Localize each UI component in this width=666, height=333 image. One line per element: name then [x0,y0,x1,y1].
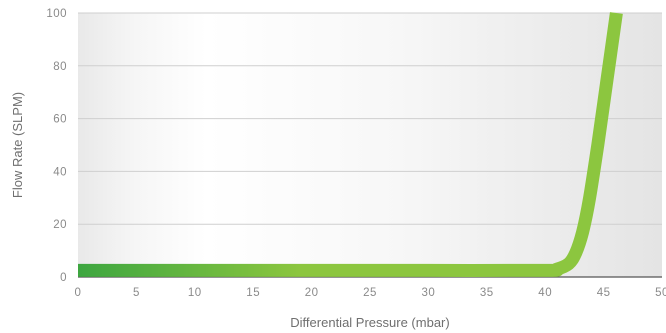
x-tick-label: 25 [363,287,377,299]
x-tick-label: 5 [133,287,140,299]
gridlines [78,12,662,278]
series-line-0 [78,12,623,277]
x-axis-ticks: 0 5 10 15 20 25 30 35 40 45 50 [75,287,666,299]
y-tick-label: 40 [53,166,67,178]
x-tick-label: 20 [305,287,319,299]
y-axis-ticks: 0 20 40 60 80 100 [46,8,67,284]
series-group [78,12,623,277]
x-axis-label: Differential Pressure (mbar) [290,315,449,330]
plot-background [78,13,662,277]
y-tick-label: 20 [53,219,67,231]
y-tick-label: 80 [53,61,67,73]
x-tick-label: 30 [422,287,436,299]
y-tick-label: 100 [46,8,67,20]
x-tick-label: 35 [480,287,494,299]
x-tick-label: 15 [246,287,260,299]
x-tick-label: 0 [75,287,82,299]
x-tick-label: 40 [538,287,552,299]
x-tick-label: 45 [597,287,611,299]
y-tick-label: 60 [53,114,67,126]
x-tick-label: 50 [655,287,666,299]
x-tick-label: 10 [188,287,202,299]
y-axis-label: Flow Rate (SLPM) [10,92,25,198]
y-tick-label: 0 [60,272,67,284]
